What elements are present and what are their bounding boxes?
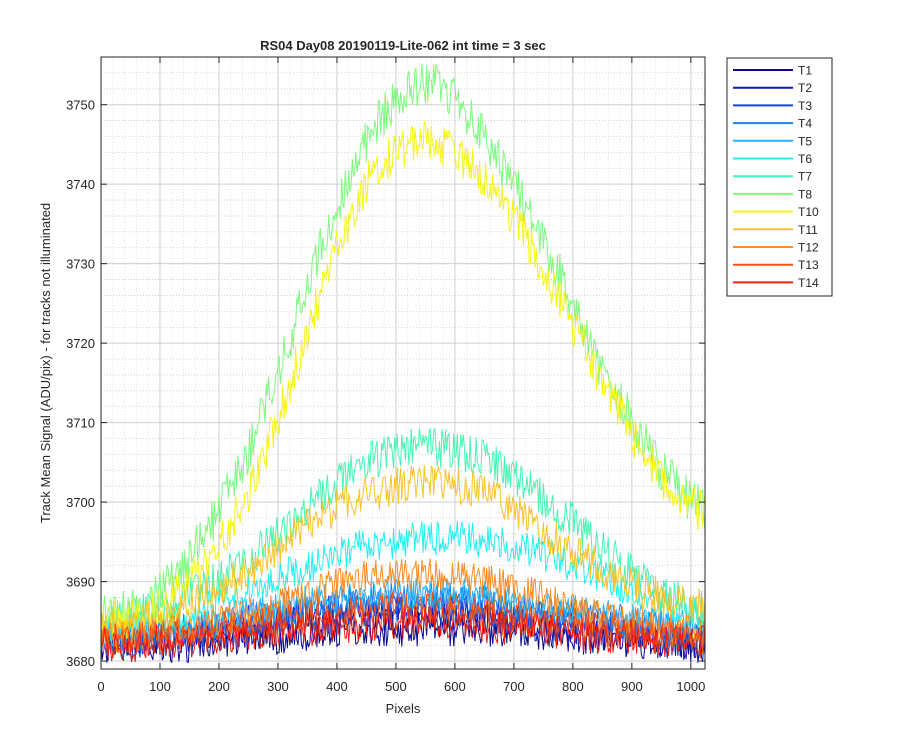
x-tick-label: 100 — [149, 679, 171, 694]
x-tick-label: 600 — [444, 679, 466, 694]
series-line-t11 — [100, 464, 706, 647]
legend-label-t2: T2 — [798, 81, 812, 95]
series-line-t14 — [100, 604, 706, 663]
legend-label-t13: T13 — [798, 258, 819, 272]
legend-label-t14: T14 — [798, 276, 819, 290]
y-axis-label: Track Mean Signal (ADU/pix) - for tracks… — [38, 203, 53, 523]
x-tick-label: 400 — [326, 679, 348, 694]
legend-label-t10: T10 — [798, 205, 819, 219]
x-axis-label: Pixels — [386, 701, 421, 716]
y-tick-label: 3720 — [66, 336, 95, 351]
legend-label-t4: T4 — [798, 117, 812, 131]
series-line-t10 — [100, 121, 706, 639]
legend-label-t1: T1 — [798, 64, 812, 78]
x-tick-label: 200 — [208, 679, 230, 694]
y-tick-label: 3700 — [66, 495, 95, 510]
legend-label-t6: T6 — [798, 152, 812, 166]
plot-area-frame — [100, 56, 706, 670]
legend-label-t3: T3 — [798, 99, 812, 113]
series-line-t13 — [100, 591, 706, 659]
y-tick-label: 3680 — [66, 654, 95, 669]
x-tick-label: 0 — [97, 679, 104, 694]
x-tick-label: 800 — [562, 679, 584, 694]
legend-label-t8: T8 — [798, 187, 812, 201]
series-layer — [100, 63, 706, 663]
y-tick-label: 3690 — [66, 575, 95, 590]
series-line-t12 — [100, 558, 706, 655]
x-tick-label: 1000 — [676, 679, 705, 694]
series-line-t8 — [100, 63, 706, 633]
legend-label-t5: T5 — [798, 134, 812, 148]
x-tick-label: 500 — [385, 679, 407, 694]
legend-label-t12: T12 — [798, 241, 819, 255]
legend-label-t11: T11 — [798, 223, 818, 237]
y-tick-label: 3740 — [66, 177, 95, 192]
y-tick-label: 3750 — [66, 98, 95, 113]
x-tick-label: 900 — [621, 679, 643, 694]
y-tick-label: 3710 — [66, 416, 95, 431]
chart-title: RS04 Day08 20190119-Lite-062 int time = … — [260, 38, 546, 53]
y-tick-label: 3730 — [66, 257, 95, 272]
series-line-t6 — [100, 520, 706, 646]
x-tick-label: 700 — [503, 679, 525, 694]
x-tick-label: 300 — [267, 679, 289, 694]
legend: T1 T2 T3 T4 T5 T6 T7 T8 T10 T11 T12 T13 T14 — [726, 57, 833, 297]
legend-label-t7: T7 — [798, 170, 812, 184]
tick-layer: 0 100 200 300 400 500 600 700 800 900 1000 3680 3690… — [66, 57, 705, 694]
